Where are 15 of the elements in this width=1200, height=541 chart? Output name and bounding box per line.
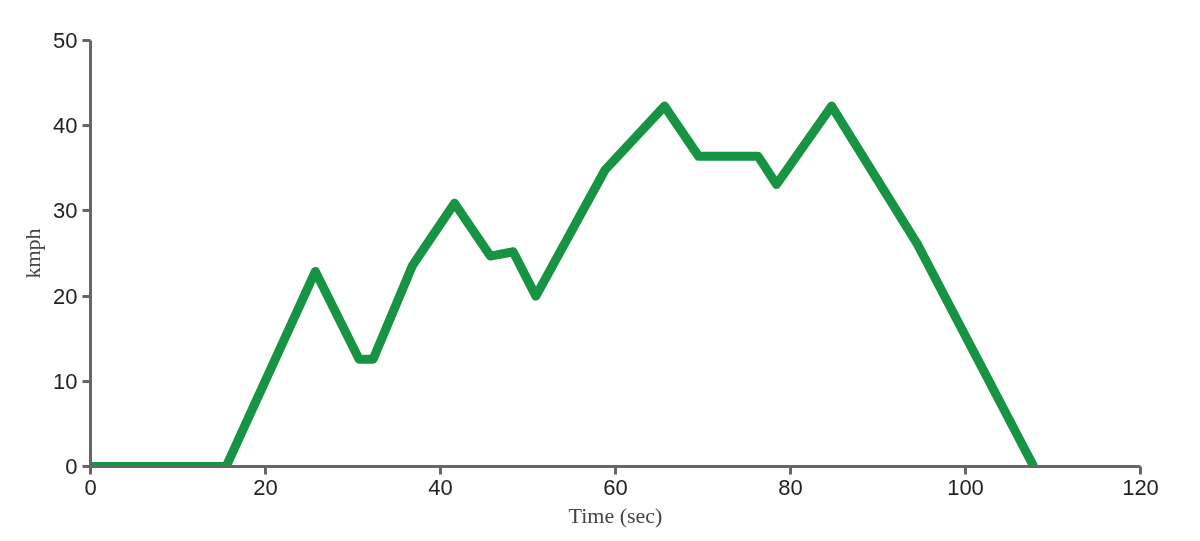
- x-tick-label: 0: [84, 474, 97, 500]
- y-tick-label: 10: [53, 368, 78, 394]
- x-tick-label: 120: [1122, 474, 1159, 500]
- x-tick-label: 100: [947, 474, 984, 500]
- y-axis-title: kmph: [20, 228, 46, 279]
- x-tick-label: 80: [778, 474, 803, 500]
- x-tick-label: 20: [253, 474, 278, 500]
- y-tick-label: 20: [53, 283, 78, 309]
- y-tick-label: 40: [53, 113, 78, 139]
- x-tick-label: 40: [428, 474, 453, 500]
- x-tick-label: 60: [603, 474, 628, 500]
- x-axis-title: Time (sec): [568, 502, 663, 528]
- y-tick-label: 50: [53, 28, 78, 53]
- y-tick-label: 30: [53, 198, 78, 224]
- y-tick-label: 0: [65, 454, 78, 479]
